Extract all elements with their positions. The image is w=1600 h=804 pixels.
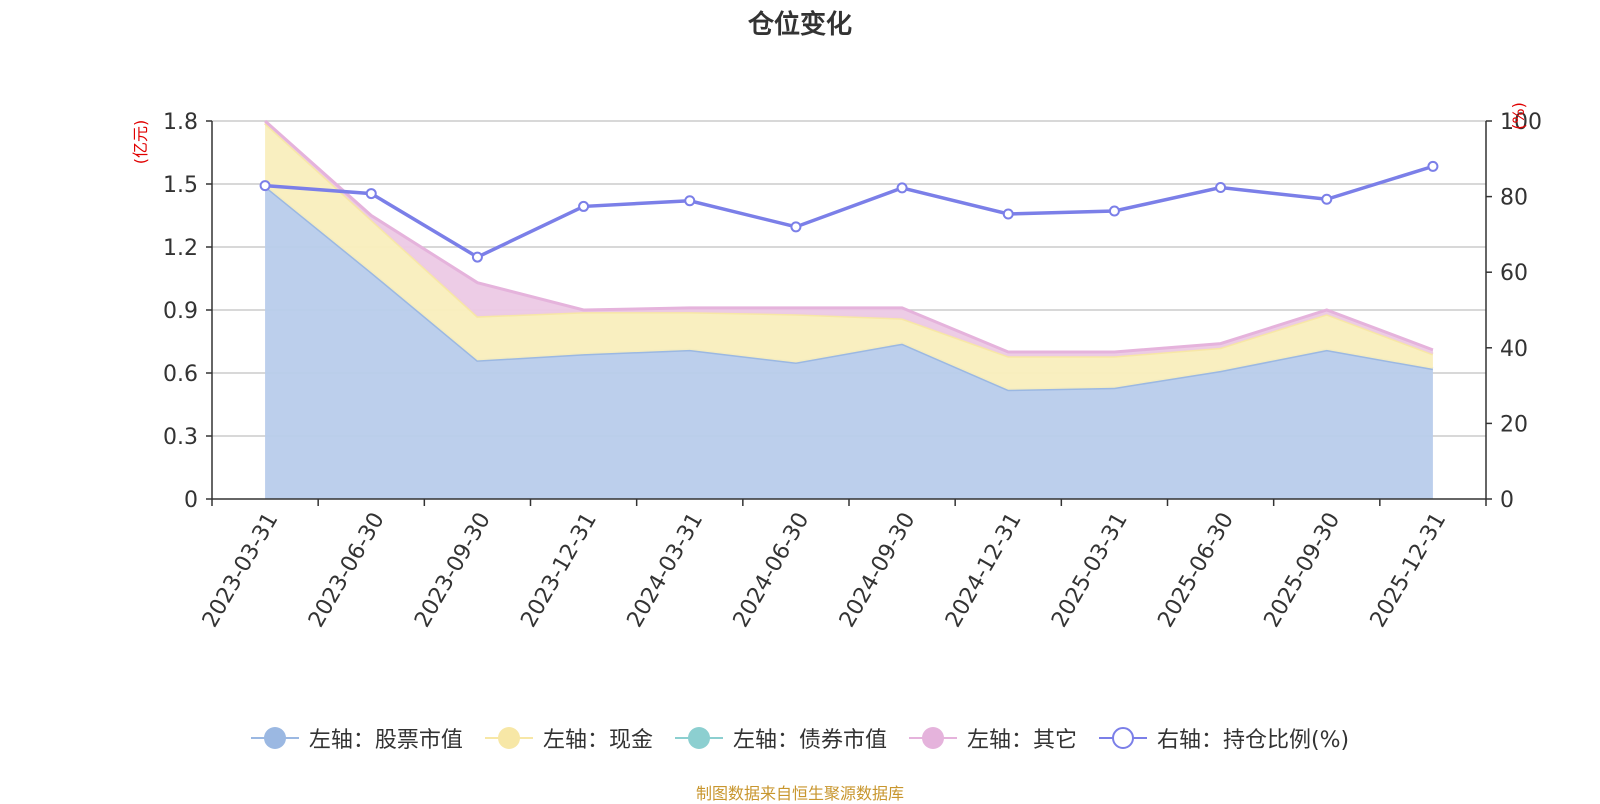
right-axis-unit-label: (%)	[1509, 102, 1528, 130]
legend-stock-label: 左轴：股票市值	[308, 728, 463, 753]
ratio-point	[578, 200, 590, 212]
legend-stock-icon	[250, 725, 299, 751]
legend-item-ratio[interactable]: 右轴：持仓比例(%)	[1098, 722, 1350, 754]
right-axis-tick-label: 100	[1500, 110, 1542, 135]
area-stock	[265, 186, 1433, 499]
x-axis-tick-label: 2025-03-31	[1047, 509, 1133, 632]
source-note: 制图数据来自恒生聚源数据库	[695, 784, 904, 803]
right-axis-tick-label: 20	[1500, 412, 1528, 437]
legend-bond-label: 左轴：债券市值	[732, 728, 887, 753]
x-axis-tick-label: 2024-06-30	[729, 509, 815, 632]
ratio-line	[264, 164, 1434, 260]
area-cash	[265, 123, 1433, 390]
x-axis-tick-label: 2023-09-30	[410, 508, 496, 631]
x-axis-tick-label: 2025-12-31	[1366, 509, 1452, 632]
legend-other-label: 左轴：其它	[966, 728, 1077, 753]
legend-other-icon	[908, 725, 957, 751]
x-axis-tick-label: 2025-06-30	[1153, 509, 1239, 632]
legend-cash-icon	[484, 725, 533, 751]
legend-bond-icon	[674, 725, 723, 751]
ratio-line-layer	[259, 160, 1439, 263]
legend-cash-label: 左轴：现金	[542, 728, 653, 753]
left-axis-tick-label: 0	[184, 488, 198, 513]
x-axis-tick-label: 2024-09-30	[835, 508, 921, 631]
x-axis-tick-label: 2024-12-31	[941, 509, 1027, 632]
x-axis-tick-label: 2024-03-31	[623, 509, 709, 632]
legend-item-bond[interactable]: 左轴：债券市值	[674, 722, 887, 754]
right-axis-tick-label: 60	[1500, 261, 1528, 286]
ratio-point	[1108, 205, 1120, 217]
x-axis-tick-label: 2023-12-31	[516, 509, 602, 632]
x-axis-tick-label: 2025-09-30	[1260, 509, 1346, 632]
area-layer	[264, 119, 1434, 499]
x-axis-tick-label: 2023-06-30	[304, 509, 390, 632]
ratio-point	[365, 188, 377, 200]
right-axis-tick-label: 40	[1500, 337, 1528, 362]
legend-item-stock[interactable]: 左轴：股票市值	[250, 722, 463, 754]
x-axis-tick-label: 2023-03-31	[198, 509, 284, 632]
legend: 左轴：股票市值 左轴：现金 左轴：债券市值 左轴：其它 右轴：持仓比例(%)	[0, 722, 1600, 754]
ratio-point	[790, 221, 802, 233]
left-axis-tick-label: 1.5	[163, 173, 198, 198]
legend-ratio-icon	[1098, 725, 1147, 751]
legend-item-other[interactable]: 左轴：其它	[908, 722, 1077, 754]
legend-ratio-label: 右轴：持仓比例(%)	[1156, 728, 1350, 753]
ratio-point	[896, 182, 908, 194]
right-axis-tick-label: 0	[1500, 488, 1514, 513]
left-axis-tick-label: 0.9	[163, 299, 198, 324]
left-axis-tick-label: 0.6	[163, 362, 198, 387]
ratio-point	[259, 180, 271, 192]
left-axis-tick-label: 1.8	[163, 110, 198, 135]
left-axis-tick-label: 0.3	[163, 425, 198, 450]
left-axis-tick-label: 1.2	[163, 236, 198, 261]
right-axis-tick-label: 80	[1500, 186, 1528, 211]
left-axis-unit-label: (亿元)	[131, 120, 150, 165]
ratio-point	[1215, 182, 1227, 194]
area-line-other	[264, 119, 1434, 354]
ratio-point	[684, 195, 696, 207]
ratio-point	[1427, 160, 1439, 172]
ratio-point	[471, 251, 483, 263]
ratio-point	[1321, 193, 1333, 205]
legend-item-cash[interactable]: 左轴：现金	[484, 722, 653, 754]
ratio-point	[1002, 208, 1014, 220]
chart-title: 仓位变化	[747, 10, 852, 40]
